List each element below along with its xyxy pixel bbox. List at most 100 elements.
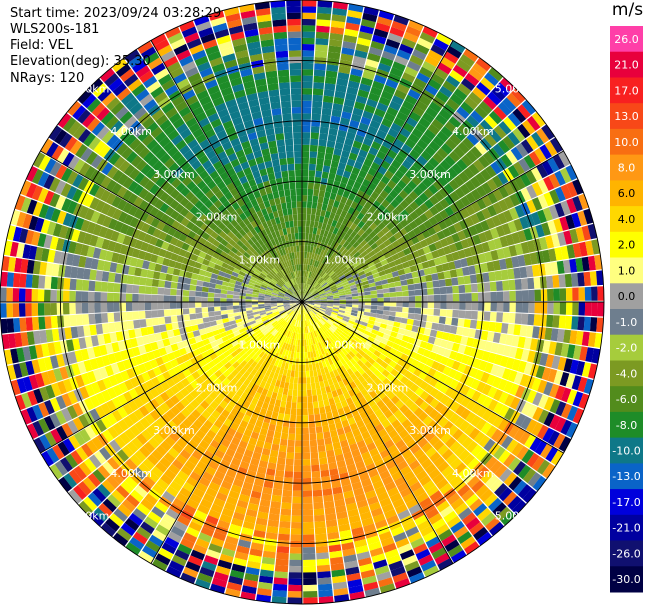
velocity-gate <box>557 232 567 246</box>
velocity-gate <box>408 133 420 144</box>
velocity-gate <box>25 303 32 317</box>
velocity-gate <box>399 367 408 376</box>
velocity-gate <box>369 332 377 339</box>
velocity-gate <box>281 394 288 402</box>
velocity-gate <box>125 302 133 312</box>
velocity-gate <box>315 170 323 178</box>
velocity-gate <box>165 273 173 282</box>
velocity-gate <box>437 346 446 356</box>
velocity-gate <box>355 282 363 288</box>
velocity-gate <box>522 468 537 484</box>
velocity-gate <box>553 218 563 233</box>
ray <box>302 57 492 302</box>
velocity-gate <box>345 22 360 31</box>
velocity-gate <box>475 124 489 137</box>
velocity-gate <box>31 316 40 331</box>
velocity-gate <box>321 108 332 116</box>
velocity-gate <box>321 316 328 322</box>
velocity-gate <box>470 201 481 213</box>
velocity-gate <box>470 188 482 201</box>
velocity-gate <box>416 362 426 371</box>
velocity-gate <box>316 25 330 33</box>
velocity-gate <box>548 248 557 262</box>
velocity-gate <box>489 478 504 493</box>
velocity-gate <box>531 211 541 226</box>
velocity-gate <box>423 219 433 230</box>
velocity-gate <box>507 131 521 146</box>
velocity-gate <box>371 329 379 335</box>
velocity-gate <box>541 222 551 236</box>
velocity-gate <box>323 494 334 503</box>
velocity-gate <box>514 347 524 360</box>
velocity-gate <box>366 98 378 108</box>
velocity-gate <box>308 265 312 272</box>
velocity-gate <box>89 269 97 281</box>
velocity-gate <box>226 294 234 299</box>
velocity-gate <box>279 521 291 529</box>
ray <box>302 111 546 302</box>
velocity-gate <box>433 294 441 302</box>
ray <box>302 88 526 302</box>
velocity-gate <box>320 305 327 309</box>
velocity-gate <box>552 315 560 328</box>
velocity-gate <box>107 282 115 293</box>
velocity-gate <box>335 282 343 287</box>
velocity-gate <box>378 254 386 262</box>
velocity-gate <box>308 302 315 304</box>
velocity-gate <box>427 302 435 309</box>
velocity-gate <box>318 319 325 326</box>
velocity-gate <box>310 265 314 272</box>
velocity-gate <box>323 500 335 509</box>
velocity-gate <box>207 307 215 312</box>
velocity-gate <box>512 499 527 515</box>
velocity-gate <box>195 296 202 302</box>
velocity-gate <box>303 289 305 296</box>
velocity-gate <box>385 272 394 279</box>
velocity-gate <box>560 387 572 403</box>
velocity-gate <box>356 285 364 290</box>
velocity-gate <box>428 157 440 168</box>
velocity-gate <box>383 344 392 352</box>
velocity-gate <box>323 286 330 291</box>
velocity-gate <box>326 320 333 326</box>
velocity-gate <box>339 305 346 309</box>
velocity-gate <box>320 412 327 420</box>
velocity-gate <box>425 106 438 119</box>
velocity-gate <box>151 279 159 287</box>
velocity-gate <box>550 328 559 342</box>
velocity-gate <box>405 25 422 38</box>
velocity-gate <box>351 290 358 294</box>
velocity-gate <box>345 291 352 295</box>
velocity-gate <box>490 161 502 175</box>
velocity-gate <box>320 299 328 301</box>
velocity-gate <box>108 272 116 283</box>
velocity-gate <box>144 302 152 311</box>
velocity-gate <box>374 280 382 286</box>
velocity-gate <box>365 227 373 235</box>
velocity-gate <box>464 96 478 110</box>
velocity-gate <box>566 344 576 359</box>
velocity-gate <box>488 67 504 82</box>
velocity-gate <box>422 349 432 358</box>
velocity-gate <box>333 266 340 273</box>
velocity-gate <box>371 298 378 302</box>
velocity-gate <box>453 222 463 233</box>
velocity-gate <box>383 184 393 195</box>
velocity-gate <box>364 291 371 296</box>
velocity-gate <box>335 259 342 267</box>
velocity-gate <box>486 331 495 342</box>
velocity-gate <box>351 293 359 297</box>
velocity-gate <box>291 522 302 529</box>
ray <box>302 0 333 302</box>
velocity-gate <box>303 264 306 271</box>
velocity-gate <box>280 438 288 446</box>
velocity-gate <box>318 400 325 408</box>
velocity-gate <box>362 110 374 120</box>
velocity-gate <box>382 386 391 396</box>
velocity-gate <box>395 291 403 297</box>
velocity-gate <box>314 215 320 222</box>
velocity-gate <box>540 443 553 459</box>
velocity-gate <box>420 355 429 365</box>
velocity-gate <box>318 235 324 243</box>
velocity-gate <box>315 426 323 434</box>
